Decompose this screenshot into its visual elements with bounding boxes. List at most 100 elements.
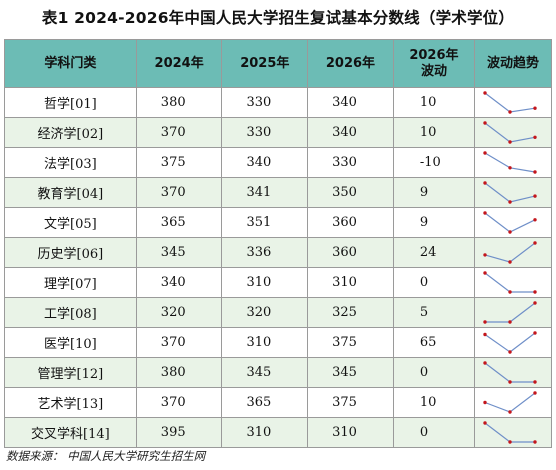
trend-sparkline bbox=[483, 421, 537, 444]
cell-2026: 375 bbox=[307, 387, 394, 418]
cell-2026: 345 bbox=[307, 357, 394, 388]
table-row: 法学[03] 375 340 330 -10 bbox=[4, 147, 552, 178]
cell-2025: 351 bbox=[221, 207, 309, 238]
table-row: 文学[05] 365 351 360 9 bbox=[4, 207, 552, 238]
cell-subject: 教育学[04] bbox=[4, 177, 137, 208]
trend-point bbox=[508, 260, 512, 264]
trend-point bbox=[483, 181, 487, 185]
header-change-line1: 2026年 bbox=[409, 47, 459, 63]
trend-point bbox=[508, 350, 512, 354]
cell-2024: 380 bbox=[135, 87, 223, 118]
cell-2026: 340 bbox=[307, 87, 394, 118]
trend-line bbox=[484, 92, 536, 113]
trend-point bbox=[483, 211, 487, 215]
cell-change: 10 bbox=[392, 117, 476, 148]
trend-point bbox=[533, 331, 537, 335]
header-change-line2: 波动 bbox=[420, 63, 447, 79]
trend-point bbox=[483, 400, 487, 405]
cell-subject: 管理学[12] bbox=[4, 357, 137, 388]
header-2024: 2024年 bbox=[135, 39, 223, 88]
trend-sparkline bbox=[483, 211, 537, 234]
cell-subject: 经济学[02] bbox=[4, 117, 137, 148]
cell-2026: 360 bbox=[307, 207, 394, 238]
cell-trend bbox=[474, 117, 552, 148]
trend-point bbox=[508, 200, 512, 204]
cell-2025: 330 bbox=[221, 87, 309, 118]
data-source: 数据来源： 中国人民大学研究生招生网 bbox=[6, 449, 206, 463]
table-row: 艺术学[13] 370 365 375 10 bbox=[4, 387, 552, 418]
table-row: 交叉学科[14] 395 310 310 0 bbox=[4, 417, 552, 448]
trend-line bbox=[484, 332, 536, 353]
trend-point bbox=[533, 135, 537, 139]
trend-line bbox=[484, 122, 536, 143]
trend-line bbox=[484, 362, 536, 383]
trend-line bbox=[484, 182, 536, 203]
cell-subject: 文学[05] bbox=[4, 207, 137, 238]
trend-point bbox=[533, 106, 537, 110]
trend-point bbox=[483, 151, 487, 155]
cell-2026: 340 bbox=[307, 117, 394, 148]
score-table: 学科门类 2024年 2025年 2026年 2026年 波动 波动趋势 哲学[… bbox=[4, 39, 552, 448]
cell-subject: 法学[03] bbox=[4, 147, 137, 178]
trend-point bbox=[508, 410, 512, 414]
trend-line bbox=[484, 392, 536, 413]
cell-subject: 历史学[06] bbox=[4, 237, 137, 268]
header-change: 2026年 波动 bbox=[392, 39, 476, 88]
cell-trend bbox=[474, 357, 552, 388]
cell-2024: 340 bbox=[135, 267, 223, 298]
cell-2025: 365 bbox=[221, 387, 309, 418]
cell-2025: 336 bbox=[221, 237, 309, 268]
trend-line bbox=[485, 302, 536, 323]
cell-change: 9 bbox=[392, 207, 476, 238]
cell-2025: 310 bbox=[221, 267, 309, 298]
cell-trend bbox=[474, 267, 552, 298]
cell-2025: 310 bbox=[221, 327, 309, 358]
cell-trend bbox=[474, 177, 552, 208]
trend-point bbox=[533, 391, 537, 395]
cell-subject: 艺术学[13] bbox=[4, 387, 137, 418]
table-row: 工学[08] 320 320 325 5 bbox=[4, 297, 552, 328]
cell-2024: 365 bbox=[135, 207, 223, 238]
cell-change: 10 bbox=[392, 387, 476, 418]
cell-2024: 370 bbox=[135, 327, 223, 358]
table-row: 教育学[04] 370 341 350 9 bbox=[4, 177, 552, 208]
cell-subject: 交叉学科[14] bbox=[4, 417, 137, 448]
cell-trend bbox=[474, 87, 552, 118]
cell-trend bbox=[474, 417, 552, 448]
trend-point bbox=[533, 218, 537, 222]
trend-point bbox=[483, 320, 487, 324]
cell-2026: 310 bbox=[307, 417, 394, 448]
cell-2026: 325 bbox=[307, 297, 394, 328]
trend-sparkline bbox=[483, 91, 537, 114]
cell-2025: 341 bbox=[221, 177, 309, 208]
header-row: 学科门类 2024年 2025年 2026年 2026年 波动 波动趋势 bbox=[4, 39, 552, 88]
cell-change: 65 bbox=[392, 327, 476, 358]
cell-2026: 330 bbox=[307, 147, 394, 178]
cell-2026: 360 bbox=[307, 237, 394, 268]
cell-change: 0 bbox=[392, 417, 476, 448]
trend-point bbox=[508, 320, 512, 324]
cell-change: -10 bbox=[392, 147, 476, 178]
cell-2024: 370 bbox=[135, 117, 223, 148]
trend-sparkline bbox=[483, 301, 537, 324]
trend-point bbox=[508, 380, 512, 384]
cell-2024: 395 bbox=[135, 417, 223, 448]
cell-2026: 375 bbox=[307, 327, 394, 358]
trend-sparkline bbox=[483, 361, 537, 384]
trend-point bbox=[508, 110, 512, 114]
trend-point bbox=[533, 380, 537, 384]
cell-subject: 医学[10] bbox=[4, 327, 137, 358]
cell-2024: 375 bbox=[135, 147, 223, 178]
trend-line bbox=[484, 422, 536, 443]
table-row: 理学[07] 340 310 310 0 bbox=[4, 267, 552, 298]
trend-sparkline bbox=[483, 151, 537, 174]
cell-2025: 340 bbox=[221, 147, 309, 178]
trend-sparkline bbox=[483, 121, 537, 144]
trend-point bbox=[483, 332, 487, 337]
cell-2026: 310 bbox=[307, 267, 394, 298]
trend-point bbox=[483, 271, 487, 275]
cell-2025: 310 bbox=[221, 417, 309, 448]
trend-point bbox=[533, 170, 537, 174]
cell-change: 5 bbox=[392, 297, 476, 328]
cell-trend bbox=[474, 297, 552, 328]
